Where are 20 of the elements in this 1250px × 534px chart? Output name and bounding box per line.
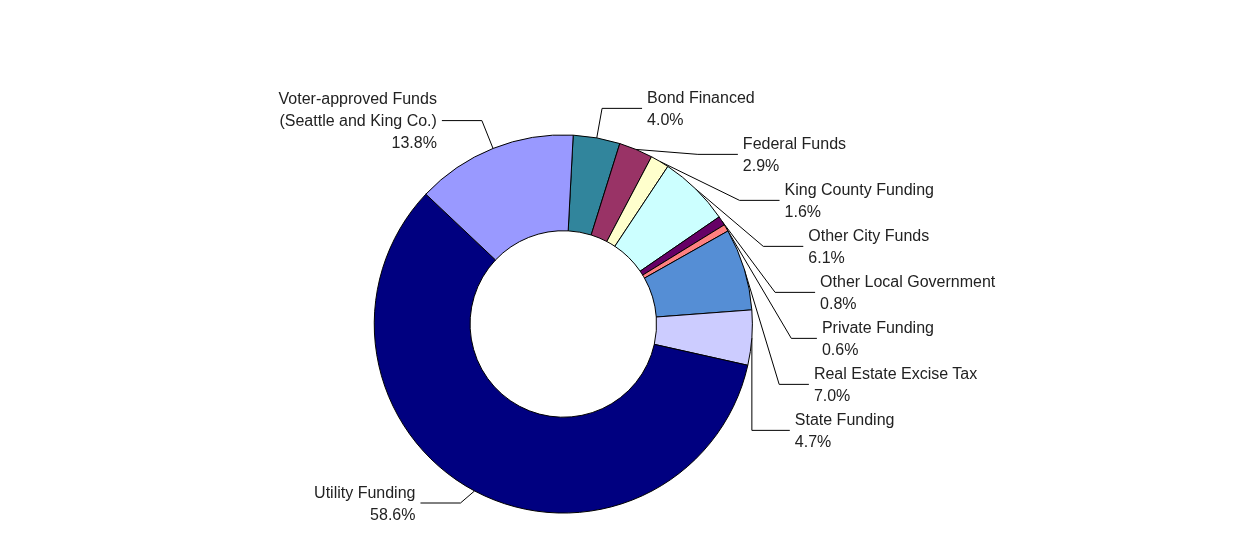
data-label: 4.0% bbox=[647, 110, 684, 128]
slice-label: Bond Financed bbox=[647, 88, 755, 106]
slice-label: State Funding bbox=[794, 410, 895, 428]
slice-label: Federal Funds bbox=[742, 134, 847, 152]
slice-label: Utility Funding bbox=[314, 483, 416, 501]
data-label: 0.8% bbox=[820, 294, 857, 312]
data-label: 0.6% bbox=[821, 340, 859, 358]
data-label: 13.8% bbox=[391, 134, 437, 152]
slice-label: Voter-approved Funds (Seattle and King Co.) bbox=[278, 90, 437, 130]
slice-label: Other City Funds bbox=[808, 226, 930, 244]
slice-label: Real Estate Excise Tax bbox=[813, 364, 978, 382]
data-label: 1.6% bbox=[784, 202, 822, 220]
data-label: 4.7% bbox=[794, 432, 832, 450]
slice-label: Other Local Government bbox=[820, 272, 996, 290]
slice-label: King County Funding bbox=[784, 180, 934, 198]
data-label: 6.1% bbox=[808, 248, 845, 266]
data-label: 58.6% bbox=[370, 505, 416, 523]
data-label: 2.9% bbox=[742, 156, 780, 174]
data-label: 7.0% bbox=[813, 386, 851, 404]
slice-label: Private Funding bbox=[821, 318, 934, 336]
